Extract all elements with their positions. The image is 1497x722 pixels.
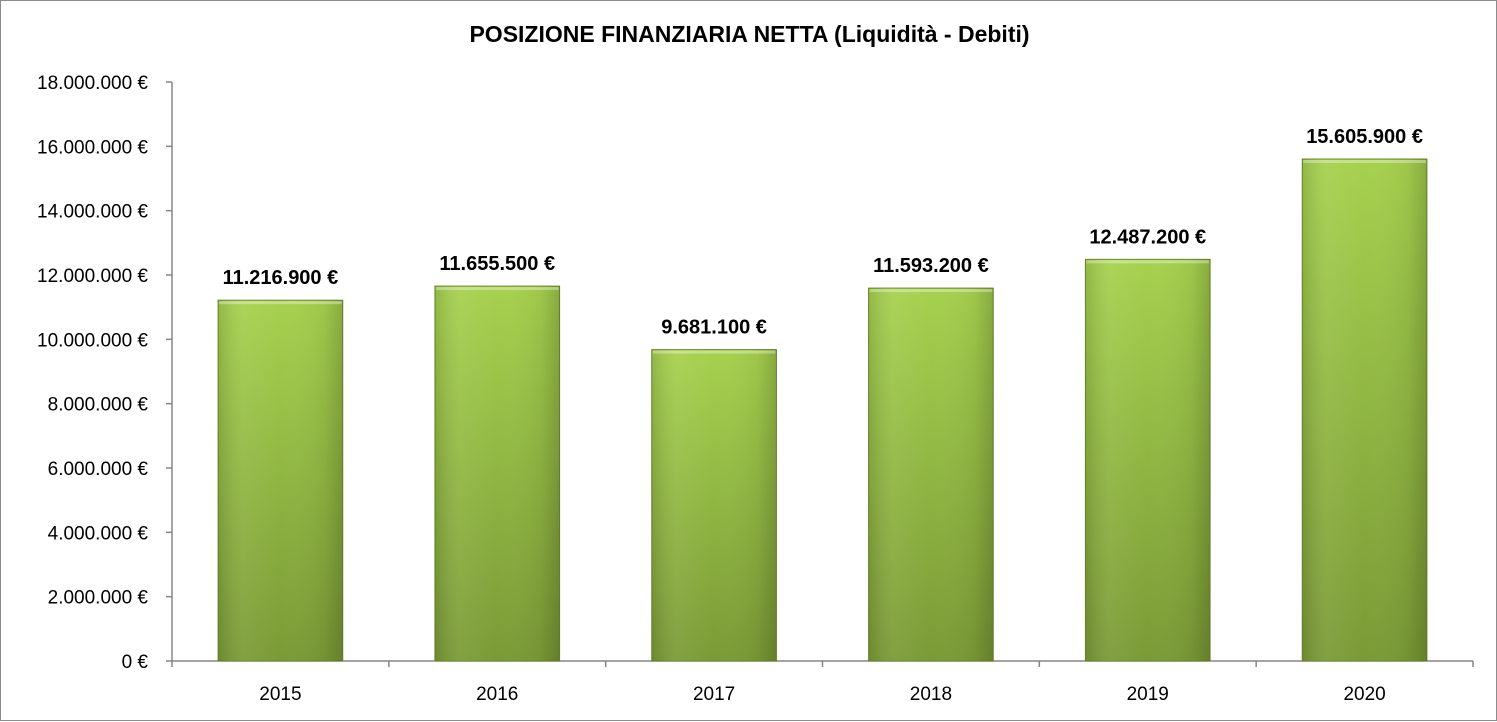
y-tick-label: 12.000.000 € [37,266,148,287]
x-tick-label: 2019 [1127,684,1169,705]
bar-shading [434,286,560,661]
y-tick-label: 10.000.000 € [37,330,148,351]
bars [217,158,1428,662]
y-tick-label: 14.000.000 € [37,202,148,223]
bar-highlight [1086,260,1210,264]
data-labels: 11.216.900 € 11.655.500 € 9.681.100 € 11.59… [223,126,1423,339]
bar-highlight [652,350,776,354]
x-tick-label: 2018 [910,684,952,705]
bar-highlight [869,289,993,293]
data-label: 12.487.200 € [1089,226,1206,248]
bar-shading [218,300,343,661]
y-axis: 0 € 2.000.000 € 4.000.000 € 6.000.000 € 8.00… [37,73,173,673]
x-tick-label: 2015 [259,684,301,705]
data-label: 11.216.900 € [223,267,339,289]
bar-shading [1302,159,1427,661]
data-label: 11.655.500 € [439,253,555,275]
y-tick-label: 16.000.000 € [37,137,148,158]
data-label: 15.605.900 € [1306,126,1423,148]
data-label: 11.593.200 € [873,255,989,277]
x-tick-label: 2017 [693,684,735,705]
y-tick-label: 8.000.000 € [48,395,149,416]
bar-highlight [1303,160,1426,164]
chart-title: POSIZIONE FINANZIARIA NETTA (Liquidità -… [469,21,1030,47]
bar-shading [651,349,777,661]
x-tick-label: 2016 [476,684,518,705]
y-tick-label: 2.000.000 € [48,588,149,609]
x-axis: 2015 2016 2017 2018 2019 2020 [171,660,1474,705]
bar-highlight [219,301,342,305]
bar-shading [1085,259,1211,661]
y-tick-label: 0 € [122,652,149,673]
x-tick-label: 2020 [1343,684,1385,705]
bar-shading [868,288,994,661]
y-tick-label: 18.000.000 € [37,73,148,94]
y-tick-label: 6.000.000 € [48,459,149,480]
data-label: 9.681.100 € [661,317,767,339]
y-tick-label: 4.000.000 € [48,523,149,544]
bar-highlight [435,287,559,291]
